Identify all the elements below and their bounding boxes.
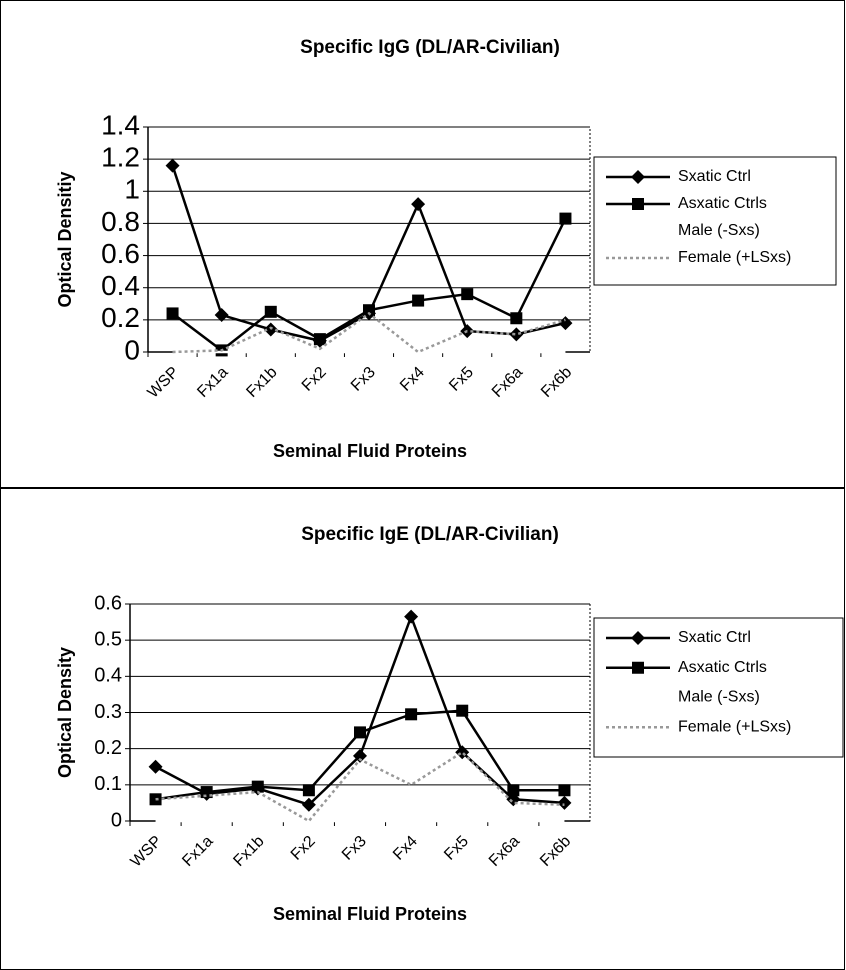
series-line xyxy=(155,750,565,823)
marker xyxy=(456,704,469,717)
marker xyxy=(313,333,326,346)
y-tick-label: 0.6 xyxy=(94,592,122,614)
marker xyxy=(510,312,523,325)
y-tick-label: 0 xyxy=(124,334,140,365)
x-tick-label: Fx3 xyxy=(339,833,370,864)
marker xyxy=(404,609,419,624)
x-tick-label: Fx1a xyxy=(194,364,231,401)
y-tick-label: 0.2 xyxy=(101,302,140,333)
chart-title: Specific IgE (DL/AR-Civilian) xyxy=(301,524,559,545)
marker xyxy=(509,327,524,342)
x-tick-label: Fx1b xyxy=(230,833,267,870)
panel-border xyxy=(0,0,845,488)
x-tick-label: WSP xyxy=(128,833,166,871)
marker xyxy=(148,759,163,774)
y-tick-label: 0.2 xyxy=(94,737,122,759)
marker xyxy=(455,745,470,760)
series-line xyxy=(172,311,566,354)
x-tick-label: Fx6a xyxy=(486,833,523,870)
marker xyxy=(558,316,573,331)
x-axis-title: Seminal Fluid Proteins xyxy=(273,441,467,461)
series-line xyxy=(171,218,567,352)
x-tick-label: Fx3 xyxy=(348,364,379,395)
x-axis-title: Seminal Fluid Proteins xyxy=(273,904,467,924)
y-tick-label: 0.5 xyxy=(94,628,122,650)
marker xyxy=(405,708,418,721)
y-tick-label: 0 xyxy=(111,809,122,831)
y-tick-label: 0.8 xyxy=(101,206,140,237)
marker xyxy=(632,661,644,674)
marker xyxy=(354,726,366,739)
legend-label: Asxatic Ctrls xyxy=(678,659,767,676)
x-tick-label: Fx5 xyxy=(441,833,472,864)
marker xyxy=(557,795,572,810)
y-tick-label: 0.4 xyxy=(101,270,140,301)
y-axis-title: Optical Densitiy xyxy=(55,171,75,307)
marker xyxy=(412,294,425,307)
y-axis-title: Optical Density xyxy=(55,647,75,778)
marker xyxy=(632,198,644,210)
marker xyxy=(363,304,375,317)
marker xyxy=(559,212,572,225)
legend-label: Sxatic Ctrl xyxy=(678,629,751,646)
x-tick-label: Fx5 xyxy=(446,364,477,395)
legend-label: Female (+LSxs) xyxy=(678,718,791,735)
marker xyxy=(558,784,571,797)
x-tick-label: Fx6b xyxy=(538,364,575,401)
marker xyxy=(165,158,180,173)
chart: Specific IgG (DL/AR-Civilian) 00.20.40.60… xyxy=(0,0,845,488)
chart: Specific IgE (DL/AR-Civilian) 0 0.1 0.2 0.3 0… xyxy=(0,488,845,970)
x-tick-label: Fx2 xyxy=(288,833,319,864)
marker xyxy=(507,784,520,797)
legend-label: Sxatic Ctrl xyxy=(678,168,751,185)
x-tick-label: WSP xyxy=(145,364,183,402)
y-tick-label: 0.1 xyxy=(94,773,122,795)
x-tick-label: Fx6a xyxy=(489,364,526,401)
marker xyxy=(631,631,645,645)
marker xyxy=(631,170,645,184)
marker xyxy=(251,780,264,793)
y-tick-label: 1 xyxy=(124,174,140,205)
marker xyxy=(166,307,179,320)
x-tick-label: Fx1a xyxy=(179,833,216,870)
chart-title: Specific IgG (DL/AR-Civilian) xyxy=(300,37,560,58)
y-tick-label: 0.3 xyxy=(94,701,122,723)
legend-label: Female (+LSxs) xyxy=(678,249,791,266)
x-tick-label: Fx4 xyxy=(397,364,428,395)
x-tick-label: Fx1b xyxy=(243,364,280,401)
y-tick-label: 1.4 xyxy=(101,109,140,140)
marker xyxy=(353,748,367,763)
legend-label: Male (-Sxs) xyxy=(678,222,760,239)
x-tick-label: Fx4 xyxy=(390,833,421,864)
y-tick-label: 1.2 xyxy=(101,142,140,173)
marker xyxy=(214,308,229,323)
x-tick-label: Fx2 xyxy=(299,364,330,395)
marker xyxy=(263,322,278,337)
y-tick-label: 0.4 xyxy=(94,665,122,687)
legend-label: Asxatic Ctrls xyxy=(678,195,767,212)
marker xyxy=(411,197,426,212)
legend-label: Male (-Sxs) xyxy=(678,689,760,706)
y-tick-label: 0.6 xyxy=(101,238,140,269)
marker xyxy=(302,784,315,797)
marker xyxy=(301,797,316,812)
x-tick-label: Fx6b xyxy=(537,833,574,870)
marker xyxy=(461,288,474,301)
marker xyxy=(264,305,277,318)
